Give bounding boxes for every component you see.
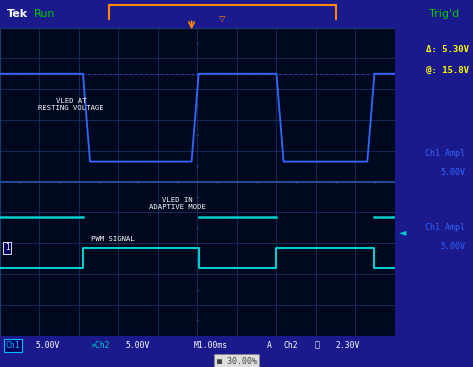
Text: 5.00V: 5.00V [440,242,465,251]
Text: @: 15.8V: @: 15.8V [426,66,469,75]
Text: ∯: ∯ [315,341,319,350]
Text: ■ 30.00%: ■ 30.00% [217,357,256,366]
Text: Ch2: Ch2 [284,341,298,350]
Text: Ch1 Ampl: Ch1 Ampl [425,224,465,232]
Text: Δ: 5.30V: Δ: 5.30V [426,45,469,54]
Text: A: A [267,341,272,350]
Text: Tek: Tek [7,9,28,19]
Text: VLED IN
ADAPTIVE MODE: VLED IN ADAPTIVE MODE [149,197,206,210]
Text: VLED AT
RESTING VOLTAGE: VLED AT RESTING VOLTAGE [38,98,104,111]
Text: Ch1: Ch1 [6,341,20,350]
Text: ▽: ▽ [219,13,226,22]
Text: 5.00V: 5.00V [35,341,60,350]
Text: 1: 1 [5,243,9,252]
Text: »Ch2: »Ch2 [90,341,109,350]
Text: 5.00V: 5.00V [440,168,465,177]
Text: ◄: ◄ [399,228,406,237]
Text: Ch1 Ampl: Ch1 Ampl [425,149,465,159]
Text: PWM SIGNAL: PWM SIGNAL [91,236,135,242]
Text: M1.00ms: M1.00ms [194,341,228,350]
Text: Trig'd: Trig'd [429,9,459,19]
Text: 2.30V: 2.30V [336,341,360,350]
Text: 5.00V: 5.00V [125,341,150,350]
Text: Run: Run [34,9,55,19]
